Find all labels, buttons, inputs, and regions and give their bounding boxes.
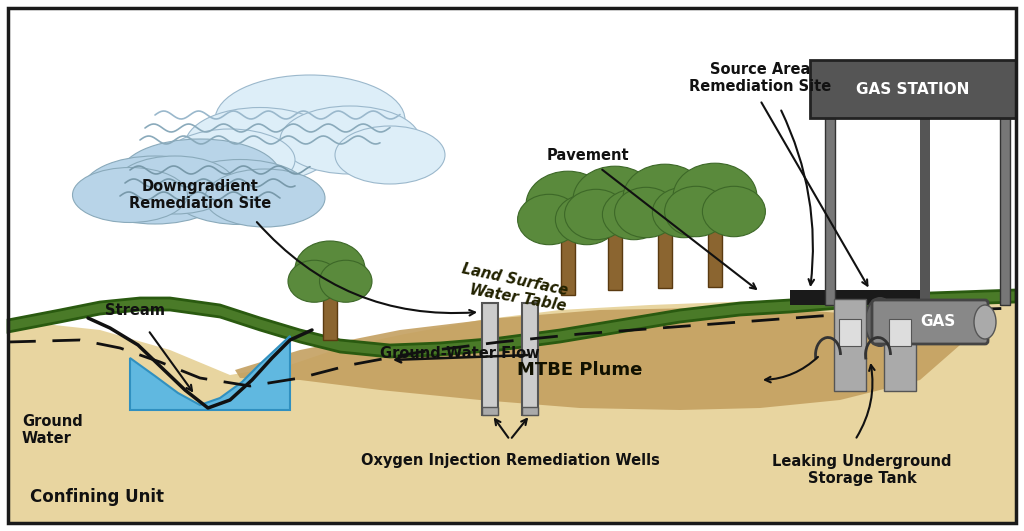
Ellipse shape — [555, 194, 618, 245]
Polygon shape — [8, 290, 1016, 357]
Text: Downgradient
Remediation Site: Downgradient Remediation Site — [129, 179, 271, 211]
Text: Water Table: Water Table — [468, 282, 567, 314]
Text: GAS: GAS — [921, 314, 955, 330]
Bar — [323, 290, 337, 340]
Ellipse shape — [702, 186, 765, 237]
Ellipse shape — [288, 260, 341, 302]
FancyBboxPatch shape — [872, 300, 988, 344]
Polygon shape — [8, 295, 1016, 523]
Ellipse shape — [83, 156, 227, 224]
FancyBboxPatch shape — [834, 299, 866, 391]
Text: MTBE Plume: MTBE Plume — [517, 361, 643, 379]
Bar — [522, 407, 538, 415]
Bar — [608, 225, 622, 290]
Ellipse shape — [614, 187, 678, 238]
Ellipse shape — [205, 169, 325, 227]
Bar — [1000, 118, 1010, 305]
Bar — [482, 407, 498, 415]
Ellipse shape — [335, 126, 445, 184]
Text: Confining Unit: Confining Unit — [30, 488, 164, 506]
FancyBboxPatch shape — [889, 319, 911, 346]
Ellipse shape — [865, 298, 895, 346]
Text: Source Area
Remediation Site: Source Area Remediation Site — [689, 62, 831, 94]
Bar — [825, 118, 835, 305]
Text: GAS STATION: GAS STATION — [856, 81, 970, 97]
Ellipse shape — [974, 305, 996, 339]
Bar — [522, 303, 538, 415]
Ellipse shape — [665, 186, 728, 237]
Ellipse shape — [623, 164, 707, 232]
Ellipse shape — [564, 189, 628, 239]
Text: Land Surface: Land Surface — [460, 261, 569, 298]
Bar — [708, 222, 722, 287]
FancyBboxPatch shape — [810, 60, 1016, 118]
Ellipse shape — [517, 194, 581, 245]
Ellipse shape — [295, 241, 365, 297]
Text: Ground-Water Flow: Ground-Water Flow — [380, 346, 540, 361]
Bar — [920, 60, 930, 305]
Ellipse shape — [602, 189, 666, 239]
Ellipse shape — [185, 107, 335, 183]
Ellipse shape — [673, 163, 757, 230]
FancyBboxPatch shape — [839, 319, 861, 346]
Text: Leaking Underground
Storage Tank: Leaking Underground Storage Tank — [772, 454, 951, 486]
Ellipse shape — [573, 166, 657, 234]
Ellipse shape — [120, 139, 280, 211]
Text: Oxygen Injection Remediation Wells: Oxygen Injection Remediation Wells — [360, 452, 659, 467]
Ellipse shape — [73, 167, 187, 222]
Ellipse shape — [215, 75, 406, 165]
Ellipse shape — [652, 187, 716, 238]
Bar — [790, 290, 930, 305]
Ellipse shape — [280, 106, 420, 174]
Text: Pavement: Pavement — [547, 148, 630, 162]
Polygon shape — [234, 308, 961, 410]
Text: Ground
Water: Ground Water — [22, 414, 83, 446]
Bar — [8, 471, 1016, 523]
Bar — [482, 303, 498, 415]
Ellipse shape — [170, 159, 310, 225]
Bar — [561, 230, 575, 295]
Text: Stream: Stream — [105, 303, 165, 318]
Ellipse shape — [165, 129, 295, 191]
Ellipse shape — [526, 171, 610, 238]
Ellipse shape — [319, 260, 372, 302]
Bar — [658, 223, 672, 288]
Polygon shape — [130, 336, 290, 410]
FancyBboxPatch shape — [884, 299, 916, 391]
Ellipse shape — [115, 156, 234, 214]
Bar — [8, 469, 1016, 471]
